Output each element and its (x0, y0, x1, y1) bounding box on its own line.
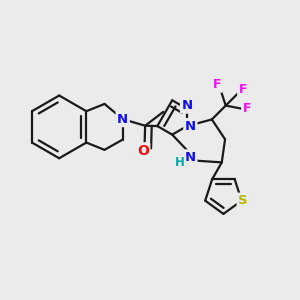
Text: N: N (117, 112, 128, 126)
Text: F: F (213, 78, 221, 91)
Text: O: O (137, 144, 149, 158)
Text: F: F (239, 82, 247, 96)
Text: N: N (182, 99, 193, 112)
Text: S: S (238, 194, 248, 207)
Text: F: F (243, 102, 251, 116)
Text: N: N (185, 120, 196, 133)
Text: H: H (175, 156, 185, 169)
Text: N: N (185, 151, 196, 164)
